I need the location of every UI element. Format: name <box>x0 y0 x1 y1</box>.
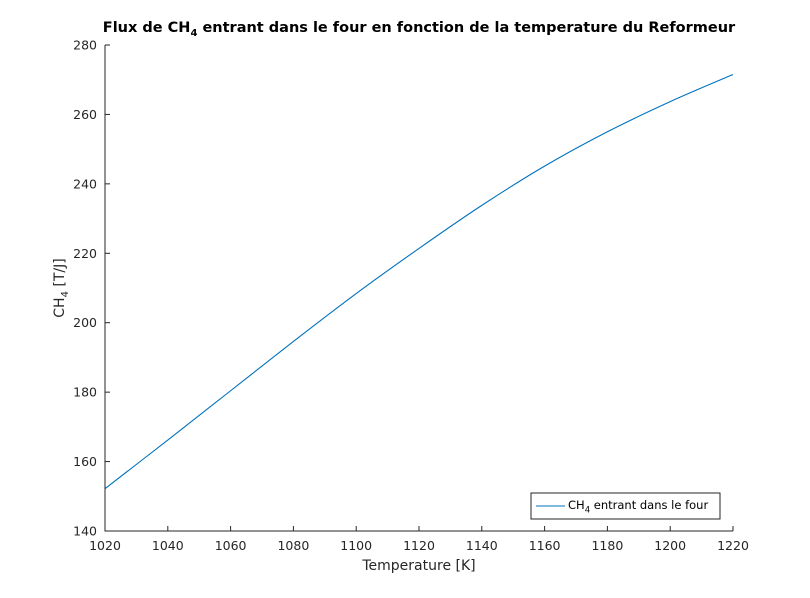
x-tick-label: 1100 <box>340 538 372 553</box>
x-axis-ticks: 1020 1040 1060 1080 1100 1120 1140 1160 1180 1200… <box>89 526 749 553</box>
y-tick-label: 140 <box>73 524 97 539</box>
legend-entry-label: CH4 entrant dans le four <box>568 498 708 516</box>
series-layer <box>104 74 734 490</box>
y-tick-label: 260 <box>73 107 97 122</box>
y-tick-label: 220 <box>73 246 97 261</box>
x-tick-label: 1020 <box>89 538 121 553</box>
x-tick-label: 1040 <box>152 538 184 553</box>
y-tick-label: 200 <box>73 315 97 330</box>
y-tick-label: 280 <box>73 38 97 53</box>
plot-area <box>105 45 733 531</box>
y-tick-label: 160 <box>73 454 97 469</box>
x-tick-label: 1160 <box>529 538 561 553</box>
x-tick-label: 1080 <box>277 538 309 553</box>
y-tick-label: 180 <box>73 385 97 400</box>
x-axis-label: Temperature [K] <box>361 558 475 574</box>
x-tick-label: 1220 <box>717 538 749 553</box>
y-tick-label: 240 <box>73 176 97 191</box>
x-tick-label: 1140 <box>466 538 498 553</box>
x-tick-label: 1060 <box>215 538 247 553</box>
y-axis-label: CH4 [T/J] <box>52 258 71 317</box>
x-tick-label: 1180 <box>591 538 623 553</box>
axes-left-bottom <box>104 45 733 532</box>
y-axis-ticks: 140 160 180 200 220 240 260 280 <box>73 38 110 539</box>
x-tick-label: 1200 <box>654 538 686 553</box>
series-line <box>104 74 734 490</box>
x-tick-label: 1120 <box>403 538 435 553</box>
chart-title: Flux de CH4 entrant dans le four en fonc… <box>103 20 736 39</box>
legend: CH4 entrant dans le four <box>530 492 721 520</box>
